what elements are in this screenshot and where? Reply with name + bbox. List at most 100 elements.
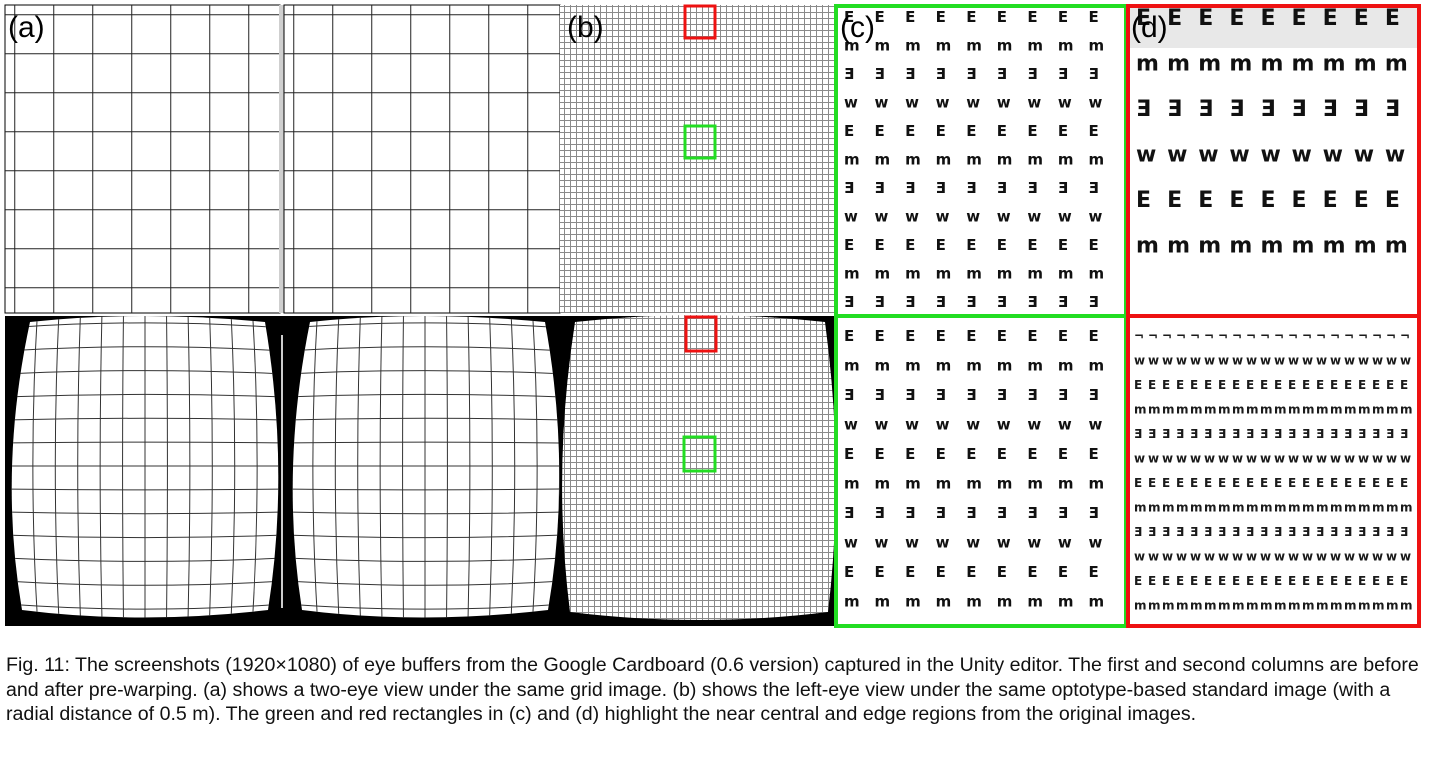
svg-text:m: m bbox=[1088, 593, 1104, 611]
svg-text:m: m bbox=[1198, 234, 1221, 259]
svg-text:Ǝ: Ǝ bbox=[875, 65, 885, 83]
svg-text:w: w bbox=[1204, 452, 1215, 466]
svg-text:w: w bbox=[1400, 550, 1411, 564]
svg-text:w: w bbox=[1232, 354, 1243, 368]
svg-text:Ǝ: Ǝ bbox=[1058, 65, 1068, 83]
svg-text:E: E bbox=[1385, 6, 1400, 31]
svg-text:Ǝ: Ǝ bbox=[1302, 427, 1310, 441]
svg-text:E: E bbox=[1148, 574, 1156, 588]
svg-text:w: w bbox=[997, 416, 1011, 434]
svg-text:Ǝ: Ǝ bbox=[997, 386, 1007, 404]
svg-text:Ǝ: Ǝ bbox=[966, 65, 976, 83]
svg-text:w: w bbox=[1372, 354, 1383, 368]
svg-text:m: m bbox=[1386, 599, 1399, 613]
svg-text:E: E bbox=[1167, 188, 1182, 213]
svg-text:E: E bbox=[1027, 236, 1037, 254]
svg-text:m: m bbox=[1027, 475, 1043, 493]
svg-text:m: m bbox=[1385, 234, 1408, 259]
svg-text:E: E bbox=[1292, 188, 1307, 213]
svg-text:¬: ¬ bbox=[1218, 329, 1228, 343]
svg-text:E: E bbox=[1344, 574, 1352, 588]
svg-text:Ǝ: Ǝ bbox=[1386, 525, 1394, 539]
svg-text:¬: ¬ bbox=[1162, 329, 1172, 343]
svg-text:E: E bbox=[1176, 378, 1184, 392]
svg-text:Ǝ: Ǝ bbox=[1148, 427, 1156, 441]
svg-text:w: w bbox=[1330, 550, 1341, 564]
svg-text:E: E bbox=[875, 122, 885, 140]
svg-text:E: E bbox=[1134, 476, 1142, 490]
svg-text:w: w bbox=[1088, 416, 1102, 434]
svg-text:w: w bbox=[1148, 550, 1159, 564]
svg-text:E: E bbox=[1136, 188, 1151, 213]
svg-text:E: E bbox=[1232, 378, 1240, 392]
svg-text:w: w bbox=[1372, 550, 1383, 564]
svg-text:E: E bbox=[1302, 476, 1310, 490]
svg-text:Ǝ: Ǝ bbox=[875, 179, 885, 197]
svg-text:E: E bbox=[1148, 476, 1156, 490]
svg-text:E: E bbox=[1260, 574, 1268, 588]
svg-text:m: m bbox=[1292, 52, 1315, 77]
svg-text:E: E bbox=[1176, 574, 1184, 588]
svg-text:Ǝ: Ǝ bbox=[997, 293, 1007, 311]
svg-text:w: w bbox=[1386, 452, 1397, 466]
svg-text:Ǝ: Ǝ bbox=[1218, 427, 1226, 441]
svg-text:m: m bbox=[1372, 599, 1385, 613]
svg-text:w: w bbox=[1190, 452, 1201, 466]
svg-text:Ǝ: Ǝ bbox=[1204, 525, 1212, 539]
svg-text:Ǝ: Ǝ bbox=[1246, 427, 1254, 441]
svg-text:E: E bbox=[1088, 445, 1098, 463]
svg-text:m: m bbox=[905, 151, 921, 169]
svg-text:E: E bbox=[844, 8, 854, 26]
svg-text:E: E bbox=[1148, 378, 1156, 392]
svg-text:w: w bbox=[905, 416, 919, 434]
svg-text:E: E bbox=[905, 8, 915, 26]
svg-text:w: w bbox=[1344, 550, 1355, 564]
svg-text:w: w bbox=[1292, 143, 1312, 168]
svg-text:E: E bbox=[905, 563, 915, 581]
svg-text:E: E bbox=[1088, 122, 1098, 140]
svg-text:Ǝ: Ǝ bbox=[1372, 525, 1380, 539]
svg-text:Ǝ: Ǝ bbox=[936, 293, 946, 311]
svg-text:E: E bbox=[1058, 8, 1068, 26]
svg-text:E: E bbox=[1232, 574, 1240, 588]
svg-text:Ǝ: Ǝ bbox=[1088, 179, 1098, 197]
svg-text:E: E bbox=[1246, 378, 1254, 392]
svg-text:w: w bbox=[966, 534, 980, 552]
svg-text:m: m bbox=[1229, 234, 1252, 259]
panel-label-a: (a) bbox=[8, 11, 45, 44]
svg-text:¬: ¬ bbox=[1358, 329, 1368, 343]
svg-text:m: m bbox=[1134, 501, 1147, 515]
near-region-marker-bottom bbox=[682, 435, 717, 473]
svg-text:m: m bbox=[1274, 501, 1287, 515]
svg-text:m: m bbox=[1288, 599, 1301, 613]
svg-text:w: w bbox=[844, 534, 858, 552]
svg-text:m: m bbox=[1218, 403, 1231, 417]
svg-text:E: E bbox=[1260, 6, 1275, 31]
svg-text:¬: ¬ bbox=[1176, 329, 1186, 343]
svg-text:E: E bbox=[1323, 6, 1338, 31]
svg-text:m: m bbox=[1274, 403, 1287, 417]
svg-text:Ǝ: Ǝ bbox=[1088, 65, 1098, 83]
svg-text:Ǝ: Ǝ bbox=[1323, 97, 1338, 122]
svg-text:Ǝ: Ǝ bbox=[966, 504, 976, 522]
svg-text:E: E bbox=[1246, 574, 1254, 588]
svg-text:Ǝ: Ǝ bbox=[1400, 525, 1408, 539]
svg-text:E: E bbox=[1330, 574, 1338, 588]
svg-text:m: m bbox=[844, 37, 860, 55]
svg-text:m: m bbox=[844, 475, 860, 493]
svg-text:E: E bbox=[1134, 378, 1142, 392]
svg-text:Ǝ: Ǝ bbox=[1400, 427, 1408, 441]
svg-text:E: E bbox=[1274, 476, 1282, 490]
svg-text:w: w bbox=[844, 94, 858, 112]
near-region-marker-top bbox=[683, 124, 717, 160]
svg-text:E: E bbox=[1386, 574, 1394, 588]
svg-text:Ǝ: Ǝ bbox=[1385, 97, 1400, 122]
svg-text:m: m bbox=[905, 265, 921, 283]
svg-text:m: m bbox=[1288, 403, 1301, 417]
svg-text:¬: ¬ bbox=[1386, 329, 1396, 343]
svg-text:E: E bbox=[844, 327, 854, 345]
svg-text:E: E bbox=[844, 122, 854, 140]
svg-text:E: E bbox=[936, 236, 946, 254]
svg-text:m: m bbox=[1232, 403, 1245, 417]
svg-text:Ǝ: Ǝ bbox=[1176, 427, 1184, 441]
